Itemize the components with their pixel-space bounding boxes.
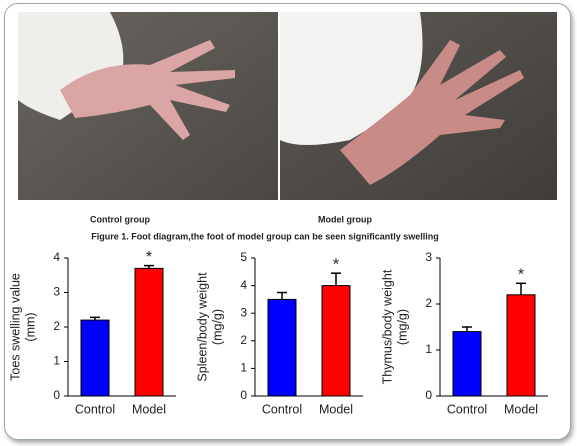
y-tick-label: 1	[425, 342, 432, 356]
y-tick-label: 4	[240, 278, 247, 292]
y-axis-label: Thymus/body weight	[380, 269, 394, 384]
bar	[321, 285, 351, 397]
y-tick-label: 1	[53, 354, 60, 368]
x-tick-label: Control	[262, 402, 302, 416]
photo-model	[280, 12, 557, 200]
y-axis-label: Toes swelling value	[8, 273, 22, 381]
y-tick-label: 3	[53, 285, 60, 299]
photo-control	[18, 12, 278, 200]
x-tick-label: Model	[319, 402, 353, 416]
y-tick-label: 0	[240, 388, 247, 402]
y-tick-label: 5	[240, 250, 247, 264]
y-tick-label: 0	[53, 388, 60, 402]
y-tick-label: 3	[425, 250, 432, 264]
x-tick-label: Model	[132, 402, 166, 416]
y-tick-label: 1	[240, 361, 247, 375]
y-tick-label: 4	[53, 250, 60, 264]
y-tick-label: 3	[240, 305, 247, 319]
bar	[267, 298, 297, 397]
y-axis-label: (mg/g)	[210, 309, 224, 345]
x-tick-label: Control	[447, 402, 487, 416]
y-tick-label: 2	[425, 296, 432, 310]
significance-mark: *	[333, 256, 339, 273]
y-tick-label: 2	[53, 319, 60, 333]
bar	[80, 319, 110, 397]
y-axis-label: Spleen/body weight	[195, 272, 209, 382]
x-tick-label: Model	[504, 402, 538, 416]
significance-mark: *	[146, 249, 152, 266]
photo-caption: Model group	[318, 214, 372, 224]
figure-caption: Figure 1. Foot diagram,the foot of model…	[91, 231, 439, 241]
photo-caption: Control group	[90, 214, 150, 224]
y-axis-label: (mg/g)	[395, 309, 409, 345]
y-tick-label: 2	[240, 333, 247, 347]
y-tick-label: 0	[425, 388, 432, 402]
bar	[506, 294, 536, 397]
significance-mark: *	[518, 267, 524, 284]
bar	[452, 331, 482, 397]
y-axis-label: (mm)	[23, 312, 37, 341]
x-tick-label: Control	[75, 402, 115, 416]
bar	[134, 267, 164, 397]
